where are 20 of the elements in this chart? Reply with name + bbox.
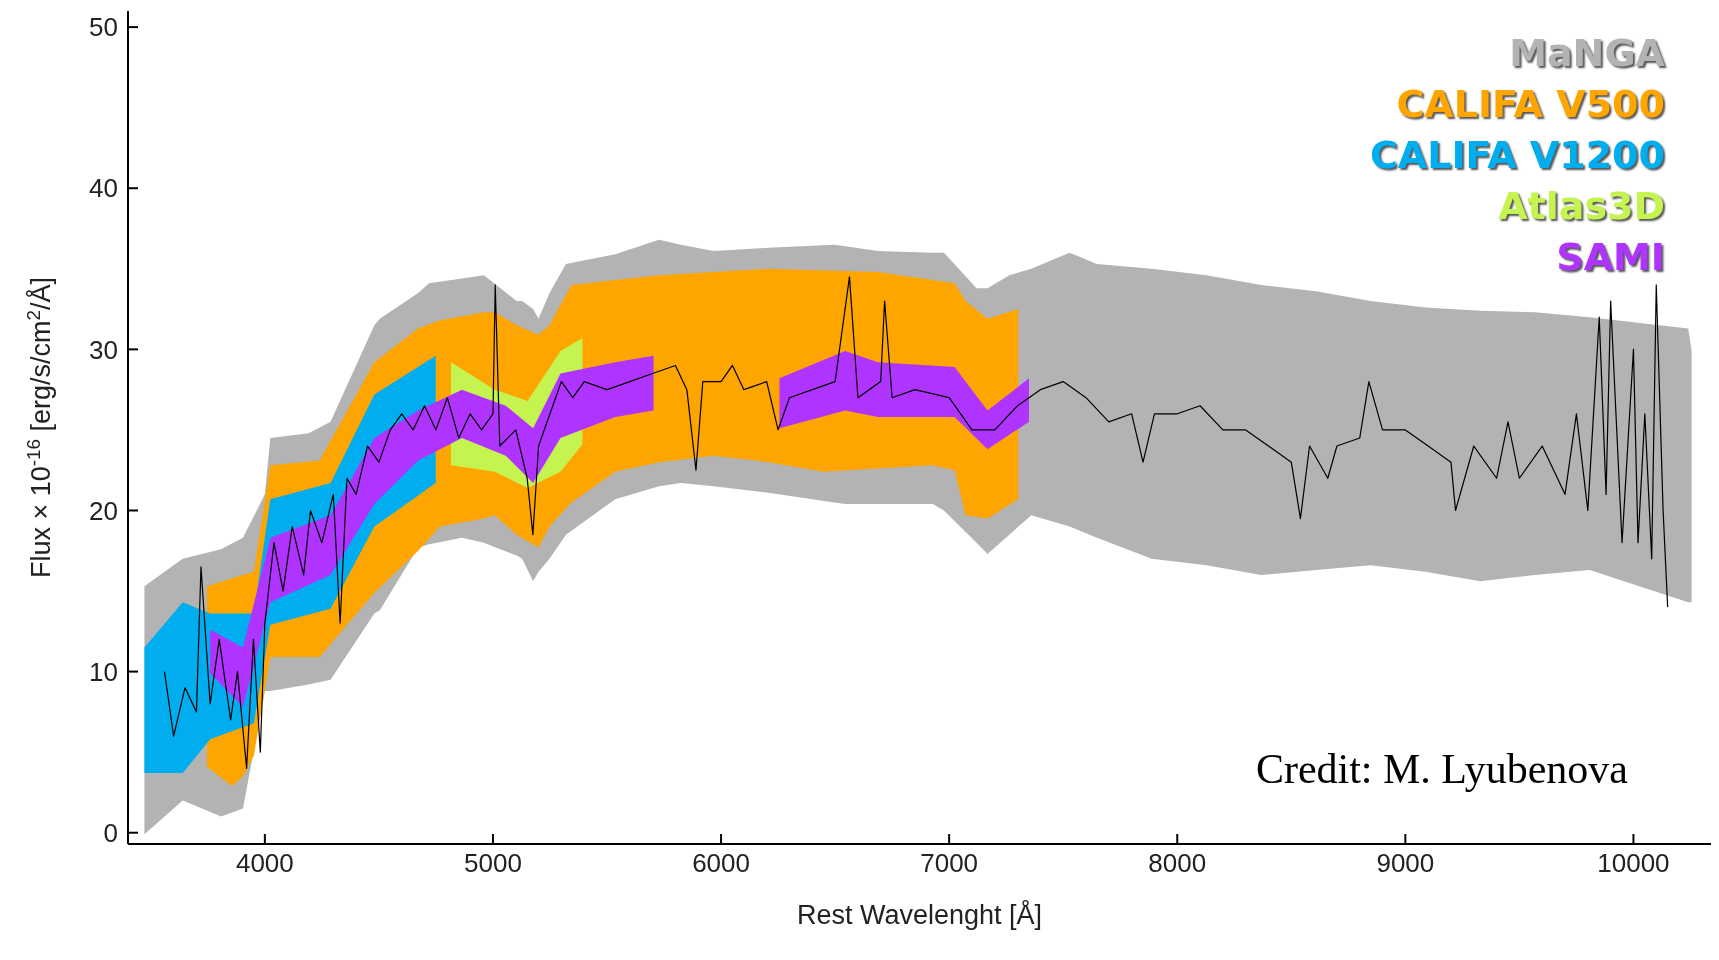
x-tick-label: 4000 xyxy=(235,848,294,879)
y-tick-label: 50 xyxy=(89,12,118,43)
x-tick-label: 9000 xyxy=(1376,848,1435,879)
y-tick-label: 20 xyxy=(89,495,118,526)
x-tick-label: 5000 xyxy=(464,848,522,879)
legend-label: CALIFA V500 xyxy=(1396,81,1665,128)
x-axis-title: Rest Wavelenght [Å] xyxy=(796,899,1043,930)
annotation: Credit: M. Lyubenova xyxy=(1255,745,1628,793)
x-tick-label: 7000 xyxy=(920,848,979,879)
y-tick-label: 30 xyxy=(89,334,118,365)
legend-label: MaNGA xyxy=(1509,30,1665,77)
x-tick-label: 8000 xyxy=(1148,848,1207,879)
y-tick-label: 10 xyxy=(89,656,118,687)
y-tick-label: 0 xyxy=(103,817,118,848)
legend-label: CALIFA V1200 xyxy=(1369,132,1665,179)
y-tick-label: 40 xyxy=(89,173,118,204)
legend-label: SAMI xyxy=(1556,234,1665,281)
x-tick-label: 10000 xyxy=(1597,848,1670,879)
legend-label: Atlas3D xyxy=(1498,183,1665,230)
x-tick-label: 6000 xyxy=(692,848,750,879)
